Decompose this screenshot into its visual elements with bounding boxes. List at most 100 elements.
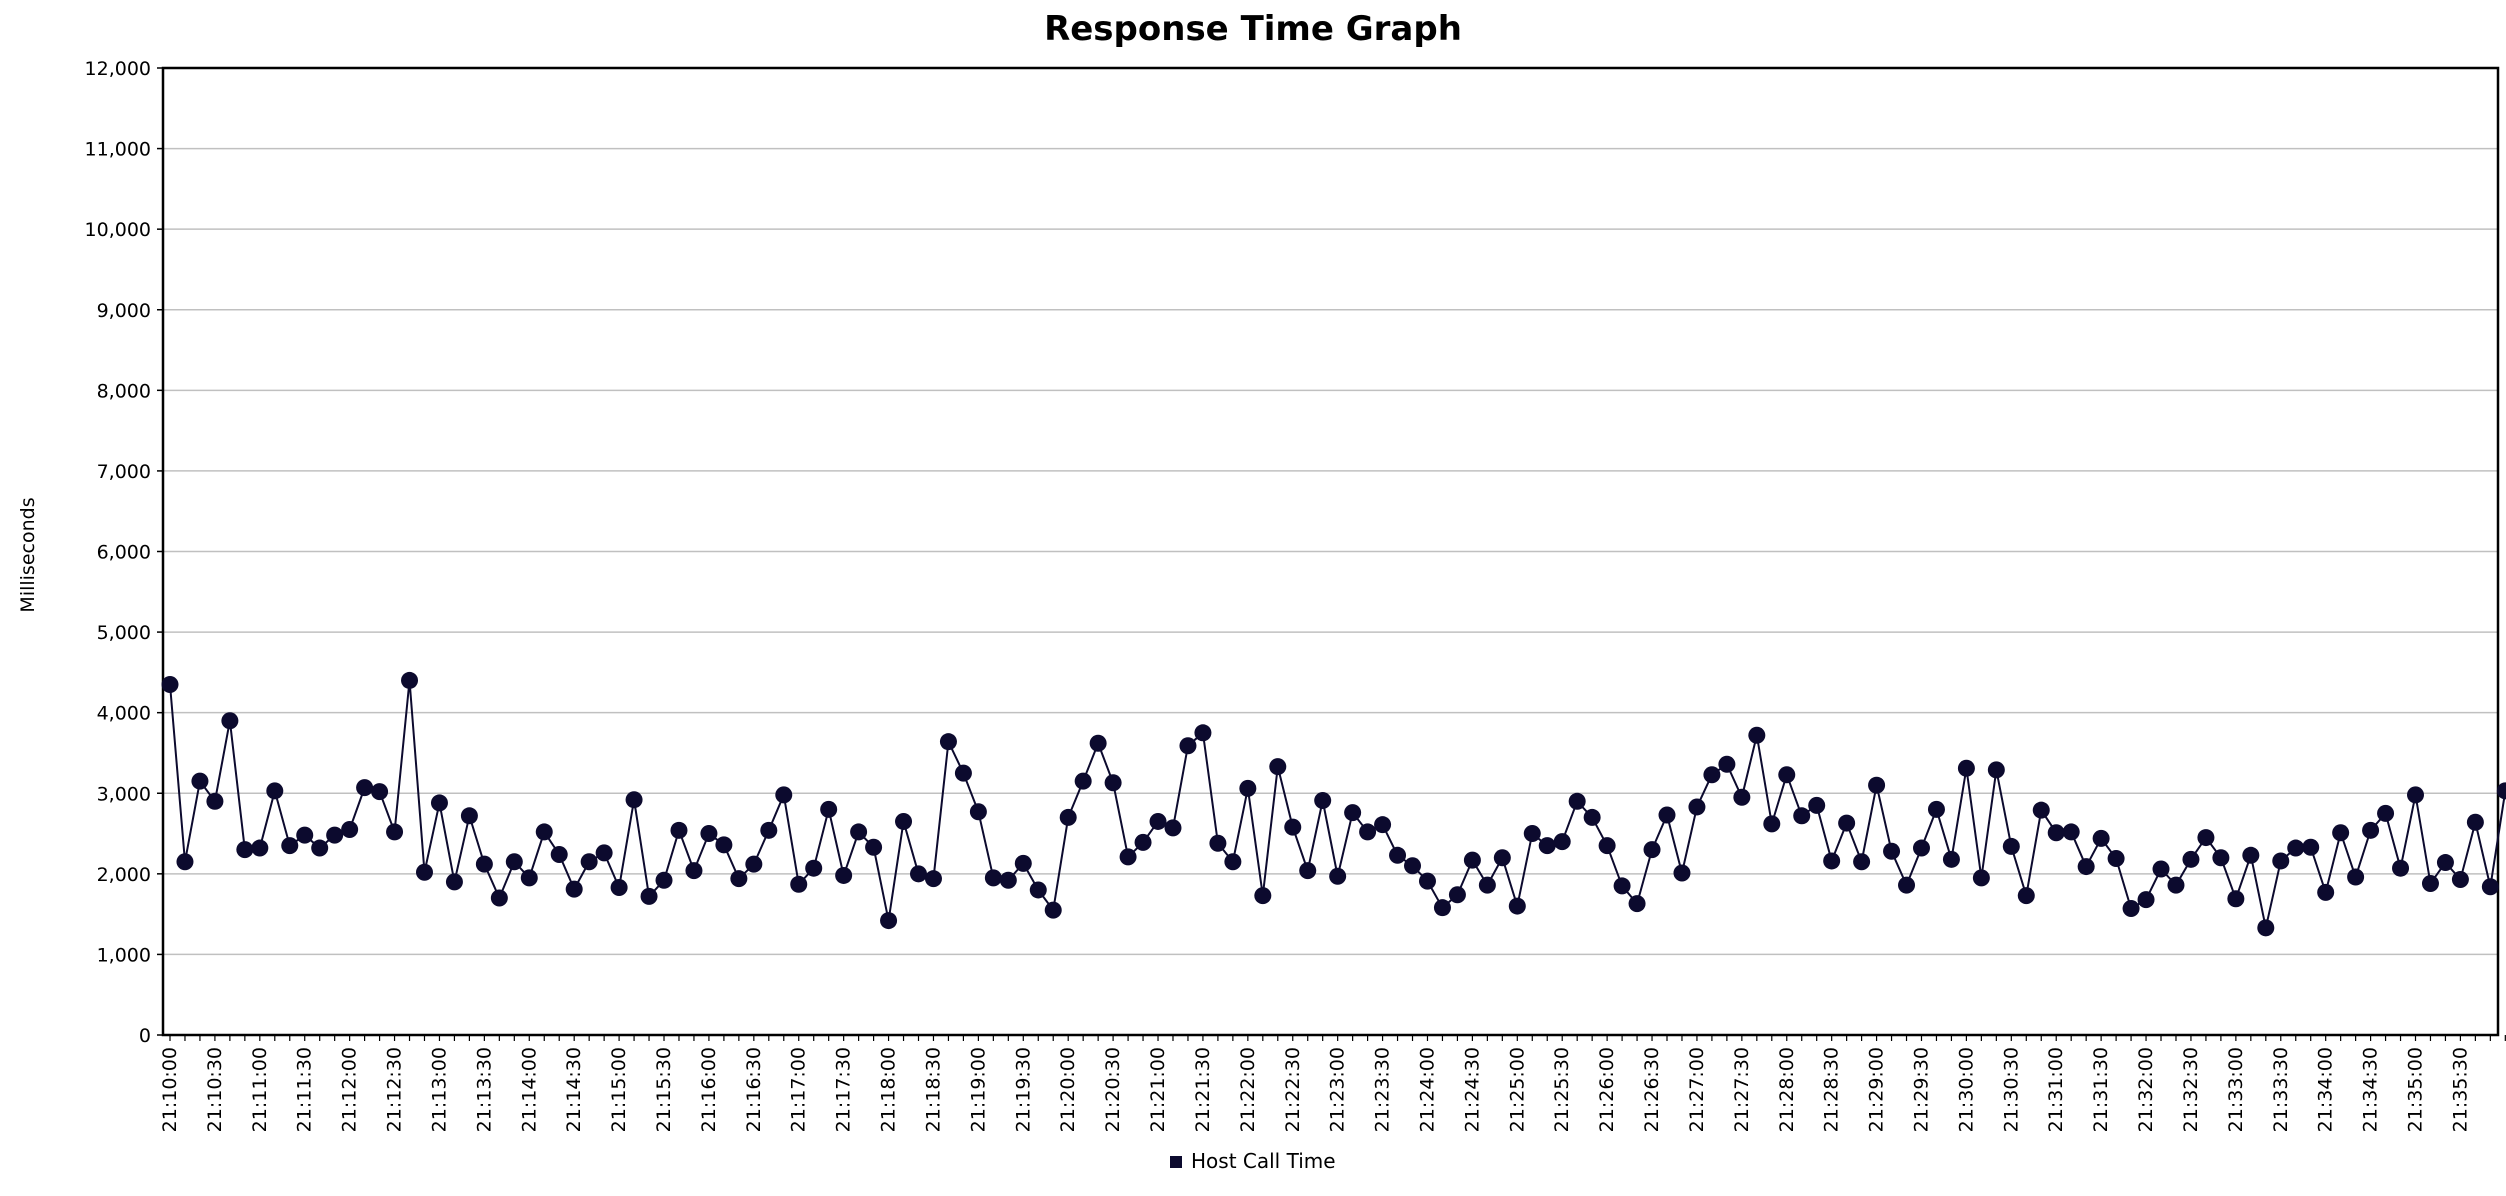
data-point: [1658, 806, 1676, 824]
data-point: [1912, 839, 1930, 857]
data-point: [326, 826, 344, 844]
legend: Host Call Time: [1170, 1149, 1336, 1173]
x-tick-label: 21:13:30: [473, 1047, 495, 1132]
data-point: [1299, 862, 1317, 880]
data-point: [1404, 857, 1422, 875]
x-tick-label: 21:18:00: [878, 1047, 900, 1132]
y-tick-label: 1,000: [97, 944, 151, 966]
data-point: [2227, 890, 2245, 908]
data-point: [1643, 841, 1661, 859]
data-point: [625, 791, 643, 809]
data-point: [1673, 864, 1691, 882]
x-tick-label: 21:24:00: [1416, 1047, 1438, 1132]
data-point: [2347, 868, 2365, 886]
data-point: [565, 880, 583, 898]
x-tick-label: 21:25:00: [1506, 1047, 1528, 1132]
data-point: [341, 821, 359, 839]
x-tick-label: 21:31:30: [2090, 1047, 2112, 1132]
data-point: [1793, 807, 1811, 825]
data-point: [236, 841, 254, 859]
data-point: [2436, 854, 2454, 872]
data-point: [445, 873, 463, 891]
data-point: [895, 812, 913, 830]
data-point: [520, 869, 538, 887]
data-point: [1778, 766, 1796, 784]
data-point: [1553, 833, 1571, 851]
data-point: [1433, 899, 1451, 917]
data-point: [2332, 824, 2350, 842]
data-point: [2122, 899, 2140, 917]
data-point: [1044, 901, 1062, 919]
data-point: [1583, 808, 1601, 826]
y-tick-label: 5,000: [97, 622, 151, 644]
data-point: [1703, 766, 1721, 784]
data-point: [1972, 869, 1990, 887]
x-tick-label: 21:23:00: [1327, 1047, 1349, 1132]
data-point: [2107, 850, 2125, 868]
data-point: [640, 887, 658, 905]
data-point: [401, 671, 419, 689]
x-tick-label: 21:22:30: [1282, 1047, 1304, 1132]
y-tick-label: 12,000: [85, 58, 151, 80]
data-point: [2077, 858, 2095, 876]
data-point: [2287, 839, 2305, 857]
data-point: [2167, 876, 2185, 894]
x-tick-label: 21:14:00: [518, 1047, 540, 1132]
data-point: [790, 875, 808, 893]
data-point: [1418, 872, 1436, 890]
data-point: [2017, 887, 2035, 905]
data-point: [415, 863, 433, 881]
data-point: [2257, 919, 2275, 937]
data-point: [2137, 891, 2155, 909]
data-point: [1987, 761, 2005, 779]
y-tick-label: 6,000: [97, 542, 151, 564]
x-axis-ticks: 21:10:00 21:10:30 21:11:00 21:11:30 21:12:00…: [159, 1035, 2506, 1132]
x-tick-label: 21:15:00: [608, 1047, 630, 1132]
data-point: [865, 838, 883, 856]
data-point: [2481, 878, 2499, 896]
data-point: [1254, 887, 1272, 905]
data-point: [266, 782, 284, 800]
data-point: [1224, 853, 1242, 871]
data-point: [1104, 774, 1122, 792]
x-tick-label: 21:20:30: [1102, 1047, 1124, 1132]
data-point: [1389, 846, 1407, 864]
data-point: [924, 870, 942, 888]
x-tick-label: 21:21:00: [1147, 1047, 1169, 1132]
data-point: [775, 786, 793, 804]
data-point: [1718, 755, 1736, 773]
x-tick-label: 21:11:00: [249, 1047, 271, 1132]
x-tick-label: 21:26:00: [1596, 1047, 1618, 1132]
data-point: [2362, 821, 2380, 839]
data-point: [176, 853, 194, 871]
data-point: [1613, 877, 1631, 895]
data-point: [1523, 825, 1541, 843]
data-point: [850, 823, 868, 841]
data-point: [1164, 819, 1182, 837]
x-tick-label: 21:23:30: [1372, 1047, 1394, 1132]
data-point: [880, 912, 898, 930]
data-point: [1089, 734, 1107, 752]
data-point: [745, 855, 763, 873]
x-tick-label: 21:27:00: [1686, 1047, 1708, 1132]
x-tick-label: 21:17:30: [833, 1047, 855, 1132]
x-tick-label: 21:32:30: [2180, 1047, 2202, 1132]
data-point: [1209, 834, 1227, 852]
x-tick-label: 21:16:00: [698, 1047, 720, 1132]
data-point: [251, 839, 269, 857]
data-point: [2047, 824, 2065, 842]
data-point: [984, 869, 1002, 887]
data-point: [1538, 837, 1556, 855]
data-point: [1748, 726, 1766, 744]
data-point: [1898, 876, 1916, 894]
x-tick-label: 21:29:00: [1866, 1047, 1888, 1132]
data-point: [760, 821, 778, 839]
data-point: [1883, 842, 1901, 860]
x-tick-label: 21:33:00: [2225, 1047, 2247, 1132]
data-point: [1508, 897, 1526, 915]
data-point: [2212, 849, 2230, 867]
data-point: [1029, 881, 1047, 899]
data-point: [2421, 875, 2439, 892]
data-point: [1359, 823, 1377, 841]
